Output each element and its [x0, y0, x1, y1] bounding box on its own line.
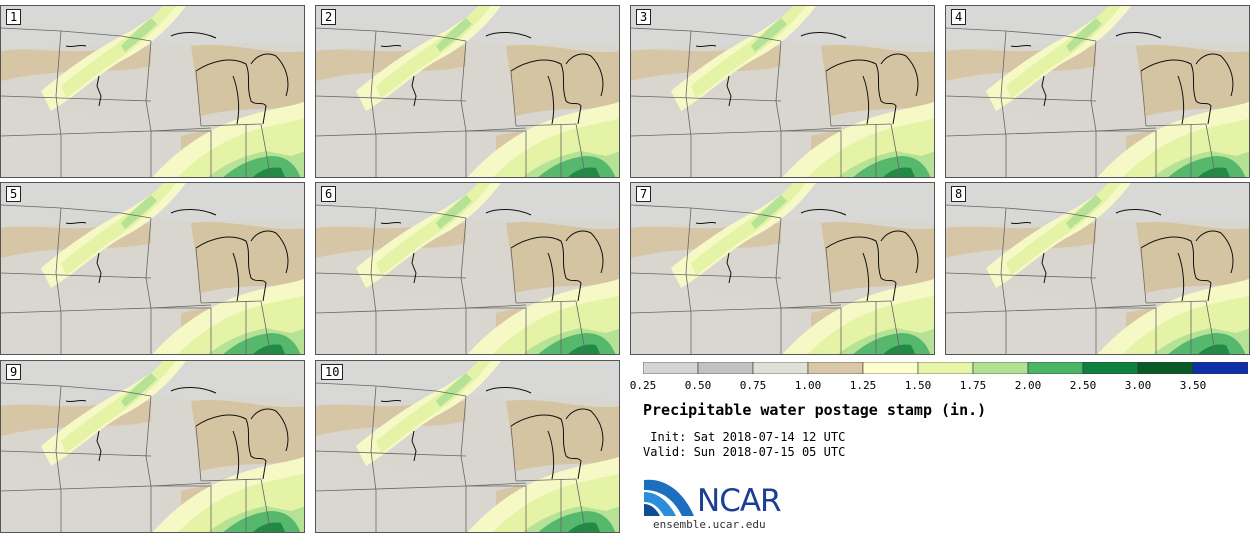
color-swatch [917, 362, 974, 374]
map-panel-6: 6 [315, 182, 620, 355]
precipitable-water-map [631, 6, 934, 177]
precipitable-water-map [1, 183, 304, 354]
map-panel-3: 3 [630, 5, 935, 178]
precipitable-water-map [1, 361, 304, 532]
color-scale-tick-label: 0.25 [629, 379, 657, 392]
color-scale-tick-label: 2.50 [1069, 379, 1097, 392]
map-panel-7: 7 [630, 182, 935, 355]
member-label: 9 [6, 364, 22, 380]
color-scale-tick-label: 1.00 [794, 379, 822, 392]
color-swatch [1192, 362, 1248, 374]
precipitable-water-map [316, 183, 619, 354]
map-panel-4: 4 [945, 5, 1250, 178]
precipitable-water-map [946, 183, 1249, 354]
member-label: 4 [951, 9, 967, 25]
color-swatch [862, 362, 919, 374]
precipitable-water-map [1, 6, 304, 177]
color-swatch [643, 362, 699, 374]
member-label: 5 [6, 186, 22, 202]
precipitable-water-map [631, 183, 934, 354]
member-label: 1 [6, 9, 22, 25]
map-panel-10: 10 [315, 360, 620, 533]
color-scale-tick-label: 1.75 [959, 379, 987, 392]
map-panel-5: 5 [0, 182, 305, 355]
map-panel-2: 2 [315, 5, 620, 178]
precipitable-water-map [316, 361, 619, 532]
color-scale-tick-label: 3.50 [1179, 379, 1207, 392]
init-time: Init: Sat 2018-07-14 12 UTC [643, 430, 846, 444]
color-scale-bar [643, 362, 1248, 374]
member-label: 8 [951, 186, 967, 202]
logo-wordmark: NCAR [697, 483, 782, 519]
color-scale-tick-label: 0.50 [684, 379, 712, 392]
color-scale-tick-label: 3.00 [1124, 379, 1152, 392]
color-swatch [697, 362, 754, 374]
color-swatch [1027, 362, 1084, 374]
member-label: 2 [321, 9, 337, 25]
precipitable-water-map [946, 6, 1249, 177]
valid-time: Valid: Sun 2018-07-15 05 UTC [643, 445, 846, 459]
map-panel-9: 9 [0, 360, 305, 533]
member-label: 3 [636, 9, 652, 25]
member-label: 6 [321, 186, 337, 202]
logo-url: ensemble.ucar.edu [653, 518, 766, 531]
color-swatch [1137, 362, 1194, 374]
figure-title: Precipitable water postage stamp (in.) [643, 401, 987, 419]
color-scale-tick-label: 2.00 [1014, 379, 1042, 392]
color-swatch [1082, 362, 1139, 374]
color-scale-tick-label: 0.75 [739, 379, 767, 392]
color-scale-tick-label: 1.25 [849, 379, 877, 392]
map-panel-8: 8 [945, 182, 1250, 355]
color-scale-tick-label: 1.50 [904, 379, 932, 392]
member-label: 7 [636, 186, 652, 202]
map-panel-1: 1 [0, 5, 305, 178]
color-swatch [752, 362, 809, 374]
ncar-logo-icon [644, 479, 694, 516]
color-swatch [807, 362, 864, 374]
color-swatch [972, 362, 1029, 374]
member-label: 10 [321, 364, 344, 380]
precipitable-water-map [316, 6, 619, 177]
